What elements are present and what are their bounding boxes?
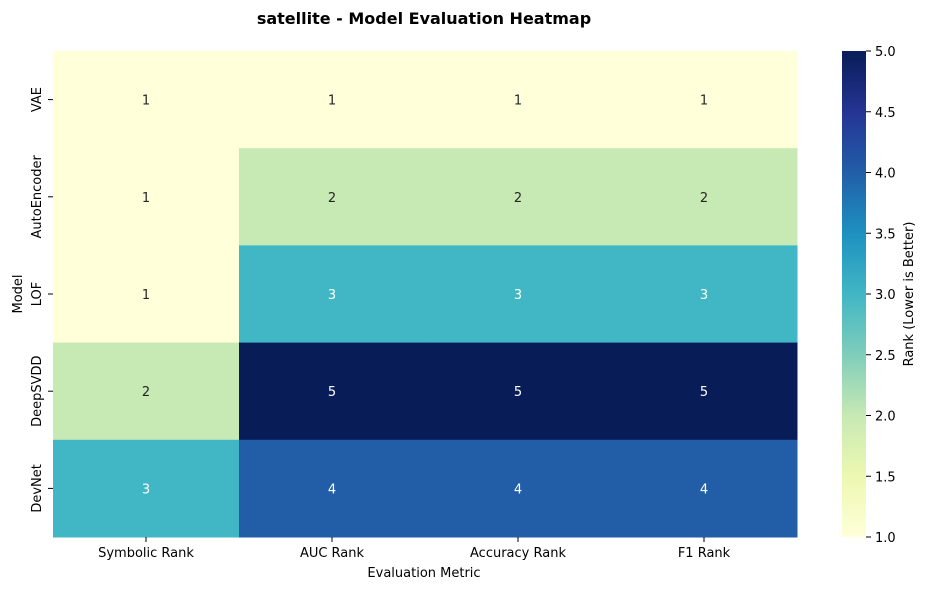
colorbar-tick-label: 2.5	[875, 349, 896, 364]
x-tick-label: F1 Rank	[678, 546, 731, 561]
heatmap-cell	[53, 245, 240, 344]
heatmap-cell	[425, 342, 612, 441]
heatmap-cell	[611, 439, 798, 538]
cell-value-label: 5	[328, 385, 336, 400]
colorbar-axis: 1.0 1.5 2.0 2.5 3.0 3.5 4.0 4.5 5.0	[866, 45, 896, 546]
heatmap-cell	[239, 148, 426, 246]
cell-value-label: 1	[142, 94, 150, 109]
cell-value-label: 2	[142, 385, 150, 400]
heatmap-cell	[611, 245, 798, 344]
heatmap-cell	[53, 439, 240, 538]
heatmap-cell	[611, 51, 798, 149]
colorbar	[842, 51, 866, 537]
x-axis-label: Evaluation Metric	[367, 566, 480, 581]
heatmap-cell	[239, 342, 426, 441]
x-tick-label: Symbolic Rank	[98, 546, 194, 561]
cell-value-label: 1	[700, 94, 708, 109]
heatmap-cells: 1 1 1 1 1 2 2 2 1 3 3 3 2 5 5 5 3 4 4 4	[53, 51, 798, 538]
heatmap-cell	[53, 342, 240, 441]
cell-value-label: 4	[328, 482, 336, 497]
cell-value-label: 2	[328, 191, 336, 206]
heatmap-cell	[239, 51, 426, 149]
heatmap-cell	[425, 439, 612, 538]
heatmap-cell	[53, 51, 240, 149]
cell-value-label: 4	[514, 482, 522, 497]
heatmap-cell	[425, 51, 612, 149]
cell-value-label: 3	[142, 482, 150, 497]
heatmap-cell	[425, 245, 612, 344]
colorbar-tick-label: 1.0	[875, 531, 896, 546]
heatmap-cell	[611, 148, 798, 246]
y-tick-label: LOF	[30, 282, 45, 307]
heatmap-cell	[239, 439, 426, 538]
cell-value-label: 5	[700, 385, 708, 400]
x-axis: Symbolic Rank AUC Rank Accuracy Rank F1 Ran…	[98, 537, 731, 561]
y-tick-label: VAE	[30, 87, 45, 112]
cell-value-label: 5	[514, 385, 522, 400]
cell-value-label: 1	[328, 94, 336, 109]
y-tick-label: DeepSVDD	[30, 355, 45, 426]
heatmap-cell	[425, 148, 612, 246]
cell-value-label: 3	[514, 288, 522, 303]
colorbar-tick-label: 3.0	[875, 288, 896, 303]
cell-value-label: 3	[328, 288, 336, 303]
colorbar-tick-label: 3.5	[875, 227, 896, 242]
colorbar-tick-label: 4.5	[875, 106, 896, 121]
cell-value-label: 1	[142, 191, 150, 206]
heatmap-cell	[239, 245, 426, 344]
colorbar-label: Rank (Lower is Better)	[902, 222, 917, 367]
y-axis-label: Model	[11, 274, 26, 313]
x-tick-label: AUC Rank	[300, 546, 365, 561]
colorbar-tick-label: 4.0	[875, 167, 896, 182]
heatmap-cell	[53, 148, 240, 246]
y-axis: VAE AutoEncoder LOF DeepSVDD DevNet	[30, 87, 53, 513]
cell-value-label: 1	[514, 94, 522, 109]
y-tick-label: DevNet	[30, 464, 45, 513]
colorbar-tick-label: 5.0	[875, 45, 896, 60]
y-tick-label: AutoEncoder	[30, 154, 45, 238]
colorbar-tick-label: 2.0	[875, 410, 896, 425]
cell-value-label: 2	[514, 191, 522, 206]
cell-value-label: 4	[700, 482, 708, 497]
cell-value-label: 2	[700, 191, 708, 206]
cell-value-label: 1	[142, 288, 150, 303]
heatmap-cell	[611, 342, 798, 441]
cell-value-label: 3	[700, 288, 708, 303]
colorbar-tick-label: 1.5	[875, 470, 896, 485]
x-tick-label: Accuracy Rank	[470, 546, 566, 561]
chart-title: satellite - Model Evaluation Heatmap	[257, 9, 591, 28]
